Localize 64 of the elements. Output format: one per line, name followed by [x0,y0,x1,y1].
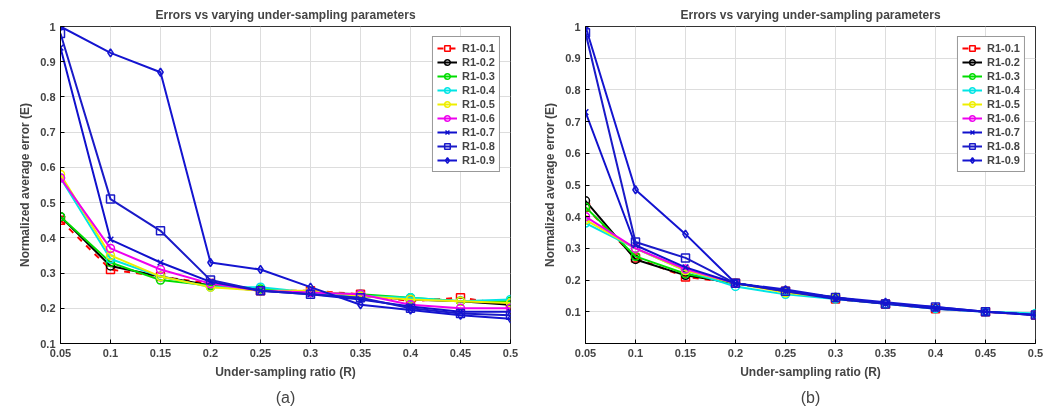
x-tick-label: 0.35 [349,346,372,359]
text: (a) [275,388,296,406]
x-tick-label: 0.35 [874,346,897,359]
chart-title: Errors vs varying under-sampling parameters [155,7,416,22]
legend-label: R1-0.6 [986,111,1020,125]
x-tick-label: 0.45 [974,346,997,359]
y-tick-label: 0.2 [40,302,56,315]
x-tick-label: 0.05 [574,346,597,359]
y-tick-label: 1 [574,20,581,33]
legend-label: R1-0.8 [986,139,1020,153]
x-tick-label: 0.45 [449,346,472,359]
legend-label: R1-0.1 [461,41,495,55]
y-tick-label: 0.3 [40,267,56,280]
y-tick-label: 0.9 [565,52,581,65]
x-tick-label: 0.25 [774,346,797,359]
y-tick-label: 0.1 [565,305,581,318]
y-tick-label: 0.8 [565,83,581,96]
x-tick-label: 0.15 [149,346,172,359]
legend-label: R1-0.3 [461,69,495,83]
y-tick-label: 0.2 [565,274,581,287]
y-tick-label: 0.7 [565,115,581,128]
legend-label: R1-0.6 [461,111,495,125]
legend-label: R1-0.7 [986,125,1020,139]
legend-label: R1-0.5 [986,97,1020,111]
y-axis-title: Normalized average error (E) [543,102,558,268]
y-tick-label: 0.4 [565,210,582,223]
y-tick-label: 0.6 [40,161,56,174]
y-tick-label: 0.9 [40,55,56,68]
y-tick-label: 0.5 [40,196,56,209]
chart-title: Errors vs varying under-sampling parameters [680,7,941,22]
x-tick-label: 0.4 [402,346,420,359]
x-axis-title: Under-sampling ratio (R) [740,364,881,379]
x-tick-label: 0.15 [674,346,697,359]
x-tick-label: 0.1 [627,346,644,359]
legend-label: R1-0.2 [986,55,1020,69]
text: (b) [800,388,821,406]
x-tick-label: 0.2 [727,346,744,359]
y-tick-label: 0.6 [565,147,581,160]
legend-label: R1-0.8 [461,139,495,153]
x-tick-label: 0.4 [927,346,945,359]
legend-label: R1-0.1 [986,41,1020,55]
legend-label: R1-0.5 [461,97,495,111]
y-tick-label: 0.3 [565,242,581,255]
y-axis-title: Normalized average error (E) [18,102,33,268]
legend-label: R1-0.7 [461,125,495,139]
legend-label: R1-0.4 [461,83,495,97]
x-tick-label: 0.3 [827,346,844,359]
legend-label: R1-0.4 [986,83,1020,97]
y-tick-label: 1 [49,20,56,33]
x-tick-label: 0.1 [102,346,119,359]
x-tick-label: 0.3 [302,346,319,359]
legend-label: R1-0.9 [461,153,495,167]
y-tick-label: 0.5 [565,179,581,191]
x-tick-label: 0.5 [502,346,519,359]
x-axis-title: Under-sampling ratio (R) [215,364,356,379]
x-tick-label: 0.5 [1027,346,1044,359]
x-tick-label: 0.25 [249,346,272,359]
y-tick-label: 0.7 [40,126,56,139]
legend-label: R1-0.9 [986,153,1020,167]
legend-label: R1-0.2 [461,55,495,69]
x-tick-label: 0.2 [202,346,219,359]
y-tick-label: 0.8 [40,90,56,103]
y-tick-label: 0.4 [40,231,57,244]
legend-label: R1-0.3 [986,69,1020,83]
